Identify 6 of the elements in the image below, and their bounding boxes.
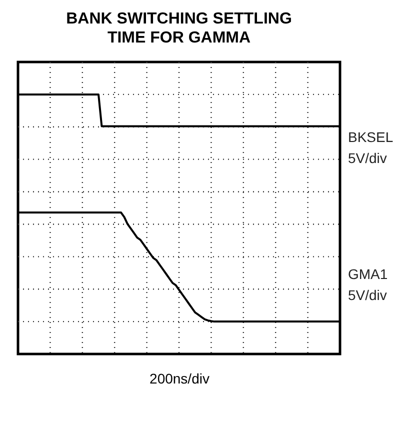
series-label: BKSEL [348, 128, 394, 145]
text: 5V/div [348, 287, 387, 304]
text: 5V/div [348, 150, 387, 166]
text: GMA1 [348, 266, 388, 282]
x-axis-title: 200ns/div [150, 370, 210, 386]
chart-title: BANK SWITCHING SETTLING TIME FOR GAMMA [66, 10, 292, 46]
